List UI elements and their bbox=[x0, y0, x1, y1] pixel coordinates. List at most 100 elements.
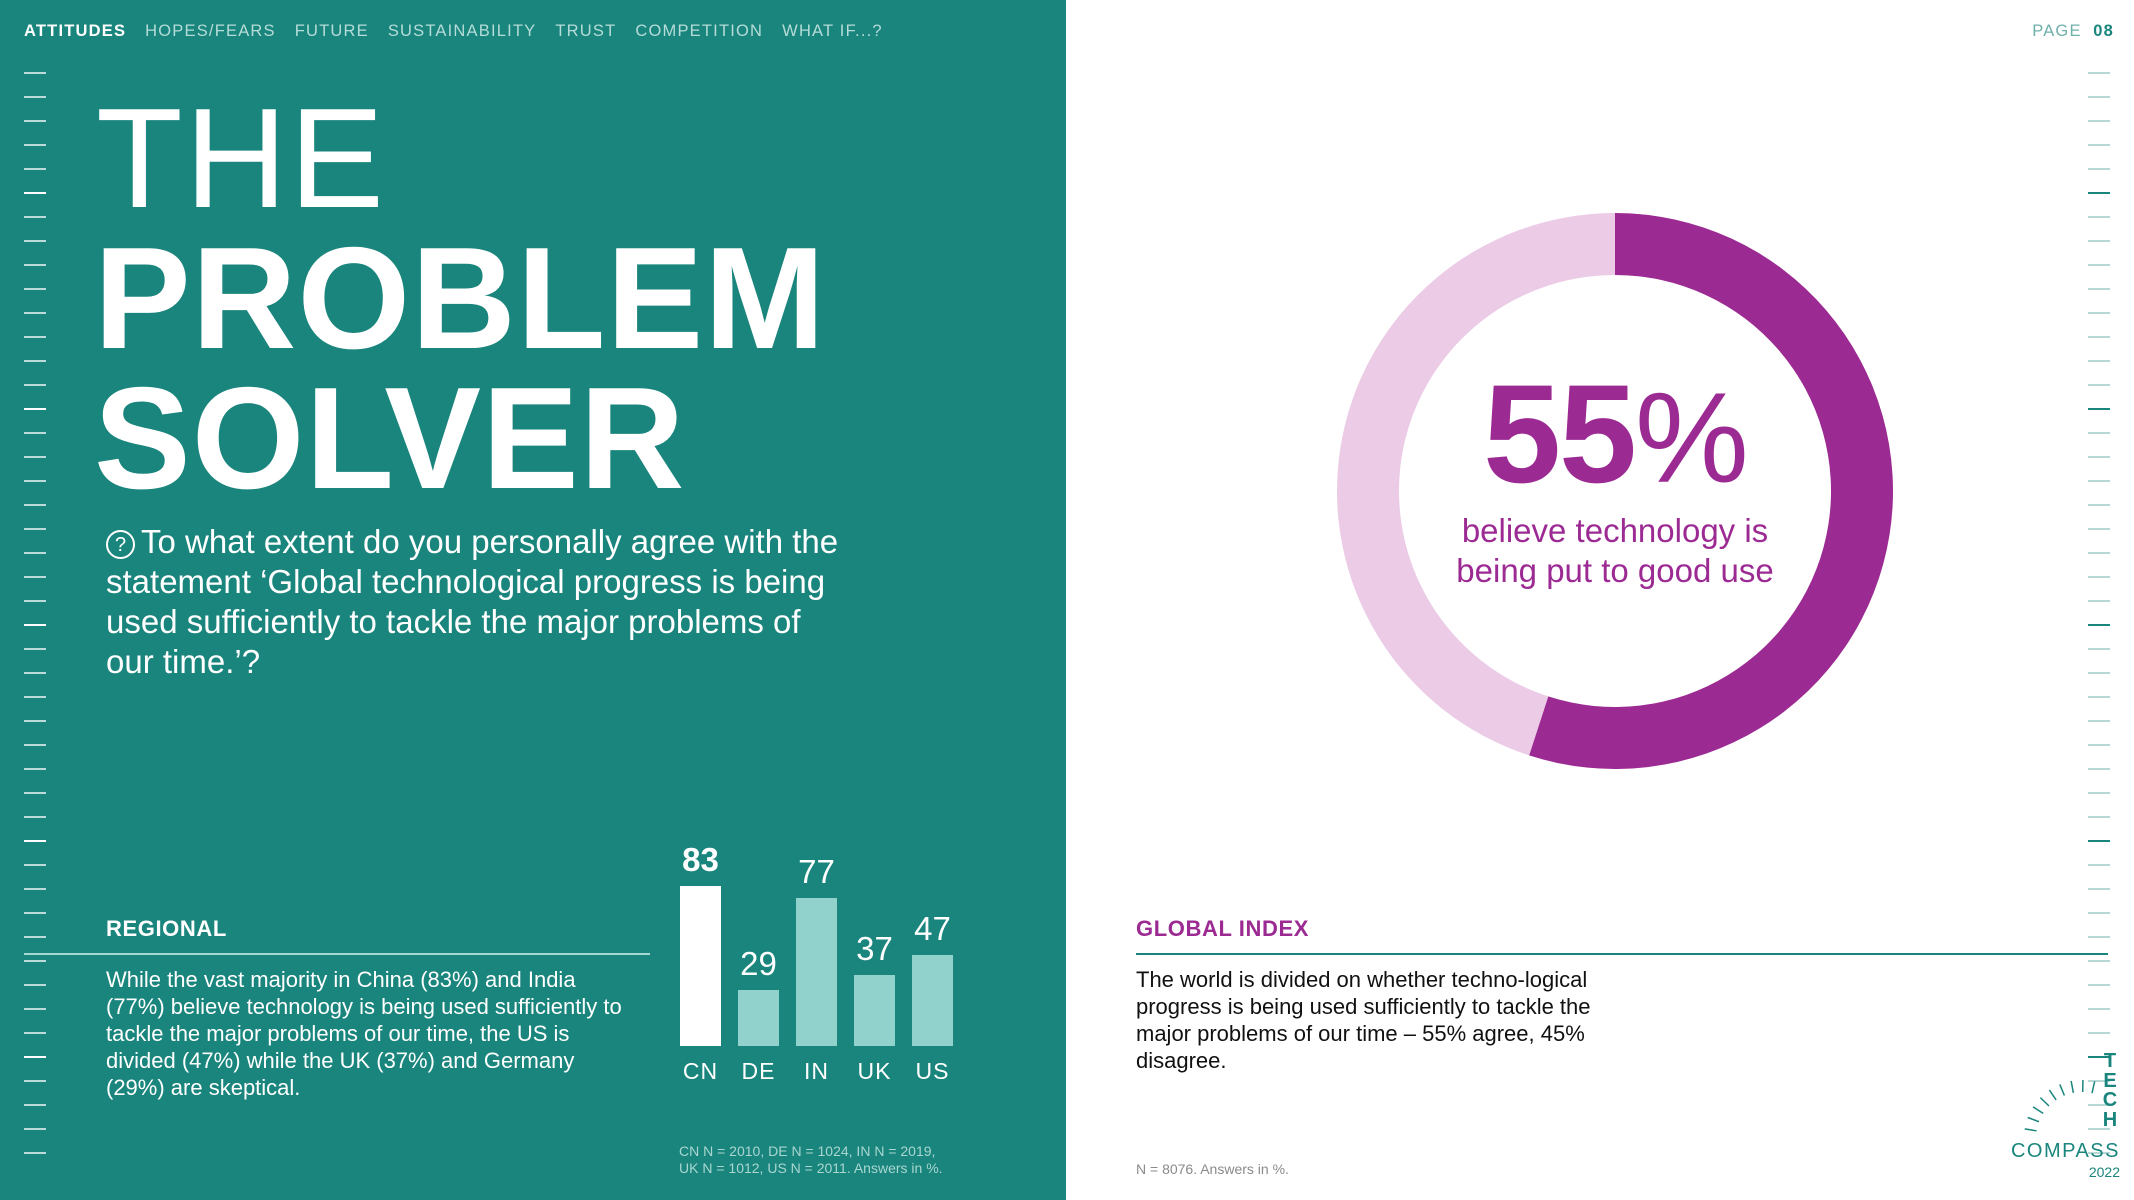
ruler-tick bbox=[2088, 504, 2110, 506]
donut-caption: believe technology is being put to good … bbox=[1456, 512, 1774, 589]
ruler-tick bbox=[2088, 144, 2110, 146]
ruler-tick bbox=[24, 792, 46, 794]
logo-letter: E bbox=[2103, 1069, 2117, 1092]
logo-letter: C bbox=[2102, 1089, 2118, 1111]
bar-uk bbox=[854, 974, 895, 1046]
global-footnote: N = 8076. Answers in %. bbox=[1136, 1161, 1289, 1177]
ruler-tick bbox=[2088, 600, 2110, 602]
ruler-tick bbox=[2088, 936, 2110, 938]
ruler-tick bbox=[24, 408, 46, 410]
ruler-tick bbox=[2088, 1032, 2110, 1034]
regional-footnote-line-1: CN N = 2010, DE N = 1024, IN N = 2019, bbox=[679, 1143, 936, 1159]
ruler-tick bbox=[2088, 1008, 2110, 1010]
logo-ray bbox=[2048, 1089, 2057, 1101]
global-divider bbox=[1136, 953, 2108, 955]
logo-ray bbox=[2039, 1097, 2050, 1107]
ruler-tick bbox=[24, 1008, 46, 1010]
ruler-tick bbox=[2088, 72, 2110, 74]
global-donut-chart bbox=[1337, 213, 1893, 769]
ruler-tick bbox=[2088, 312, 2110, 314]
logo-rays-icon bbox=[2024, 1079, 2096, 1132]
page-indicator: PAGE 08 bbox=[2032, 22, 2114, 41]
global-text: The world is divided on whether techno-l… bbox=[1136, 967, 1591, 1073]
ruler-tick bbox=[24, 744, 46, 746]
ruler-tick bbox=[2088, 96, 2110, 98]
page-number: 08 bbox=[2093, 22, 2114, 40]
ruler-tick bbox=[24, 600, 46, 602]
regional-heading: REGIONAL bbox=[106, 916, 227, 941]
ruler-tick bbox=[2088, 1056, 2110, 1058]
ruler-tick bbox=[2088, 912, 2110, 914]
ruler-tick bbox=[24, 576, 46, 578]
right-ruler bbox=[2088, 0, 2110, 1200]
bar-label-cn: CN bbox=[682, 1058, 719, 1084]
ruler-tick bbox=[2088, 816, 2110, 818]
nav-item-future[interactable]: FUTURE bbox=[294, 22, 369, 40]
ruler-tick bbox=[24, 528, 46, 530]
ruler-tick bbox=[2088, 360, 2110, 362]
ruler-tick bbox=[2088, 168, 2110, 170]
bar-label-in: IN bbox=[804, 1058, 829, 1084]
nav-item-trust[interactable]: TRUST bbox=[555, 22, 617, 40]
ruler-tick bbox=[24, 96, 46, 98]
ruler-tick bbox=[24, 168, 46, 170]
ruler-tick bbox=[2088, 528, 2110, 530]
top-nav: ATTITUDES HOPES/FEARS FUTURE SUSTAINABILITY… bbox=[24, 22, 883, 41]
ruler-tick bbox=[24, 696, 46, 698]
bar-label-de: DE bbox=[741, 1058, 776, 1084]
regional-footnote: CN N = 2010, DE N = 1024, IN N = 2019, U… bbox=[679, 1143, 943, 1177]
logo-year: 2022 bbox=[2088, 1164, 2120, 1180]
ruler-tick bbox=[2088, 888, 2110, 890]
ruler-tick bbox=[24, 1104, 46, 1106]
ruler-tick bbox=[2088, 480, 2110, 482]
ruler-tick bbox=[24, 552, 46, 554]
ruler-tick bbox=[24, 288, 46, 290]
ruler-tick bbox=[24, 816, 46, 818]
ruler-tick bbox=[24, 384, 46, 386]
global-heading: GLOBAL INDEX bbox=[1136, 916, 1310, 941]
ruler-tick bbox=[24, 1056, 46, 1058]
ruler-tick bbox=[2088, 720, 2110, 722]
logo-ray bbox=[2027, 1116, 2040, 1123]
ruler-tick bbox=[2088, 648, 2110, 650]
ruler-tick bbox=[24, 984, 46, 986]
regional-footnote-line-2: UK N = 1012, US N = 2011. Answers in %. bbox=[679, 1160, 943, 1176]
nav-item-competition[interactable]: COMPETITION bbox=[635, 22, 764, 40]
donut-number: 55 bbox=[1483, 355, 1637, 512]
ruler-tick bbox=[2088, 672, 2110, 674]
ruler-tick bbox=[2088, 240, 2110, 242]
logo-ray bbox=[2091, 1081, 2096, 1094]
bar-value-us: 47 bbox=[914, 910, 951, 948]
bar-value-in: 77 bbox=[798, 852, 835, 890]
right-panel bbox=[1066, 0, 2134, 1200]
ruler-tick bbox=[2088, 432, 2110, 434]
logo-ray bbox=[2070, 1080, 2075, 1093]
ruler-tick bbox=[24, 720, 46, 722]
ruler-tick bbox=[24, 144, 46, 146]
ruler-tick bbox=[24, 336, 46, 338]
nav-item-attitudes[interactable]: ATTITUDES bbox=[24, 22, 127, 40]
ruler-tick bbox=[2088, 408, 2110, 410]
ruler-tick bbox=[2088, 960, 2110, 962]
logo-word: COMPASS bbox=[2010, 1140, 2120, 1162]
nav-item-what-if[interactable]: WHAT IF...? bbox=[782, 22, 883, 40]
ruler-tick bbox=[24, 480, 46, 482]
ruler-tick bbox=[2088, 1128, 2110, 1130]
ruler-tick bbox=[2088, 288, 2110, 290]
ruler-tick bbox=[2088, 120, 2110, 122]
ruler-tick bbox=[2088, 192, 2110, 194]
bar-cn bbox=[680, 886, 721, 1046]
logo-ray bbox=[2059, 1084, 2066, 1096]
nav-item-hopes-fears[interactable]: HOPES/FEARS bbox=[145, 22, 276, 40]
bar-value-uk: 37 bbox=[856, 929, 893, 967]
ruler-tick bbox=[24, 1128, 46, 1130]
logo-ray bbox=[2032, 1106, 2044, 1114]
ruler-tick bbox=[24, 672, 46, 674]
bar-label-uk: UK bbox=[857, 1058, 892, 1084]
nav-item-sustainability[interactable]: SUSTAINABILITY bbox=[387, 22, 537, 40]
ruler-tick bbox=[2088, 1152, 2110, 1154]
question-text: To what extent do you personally agree w… bbox=[106, 523, 839, 680]
ruler-tick bbox=[24, 888, 46, 890]
